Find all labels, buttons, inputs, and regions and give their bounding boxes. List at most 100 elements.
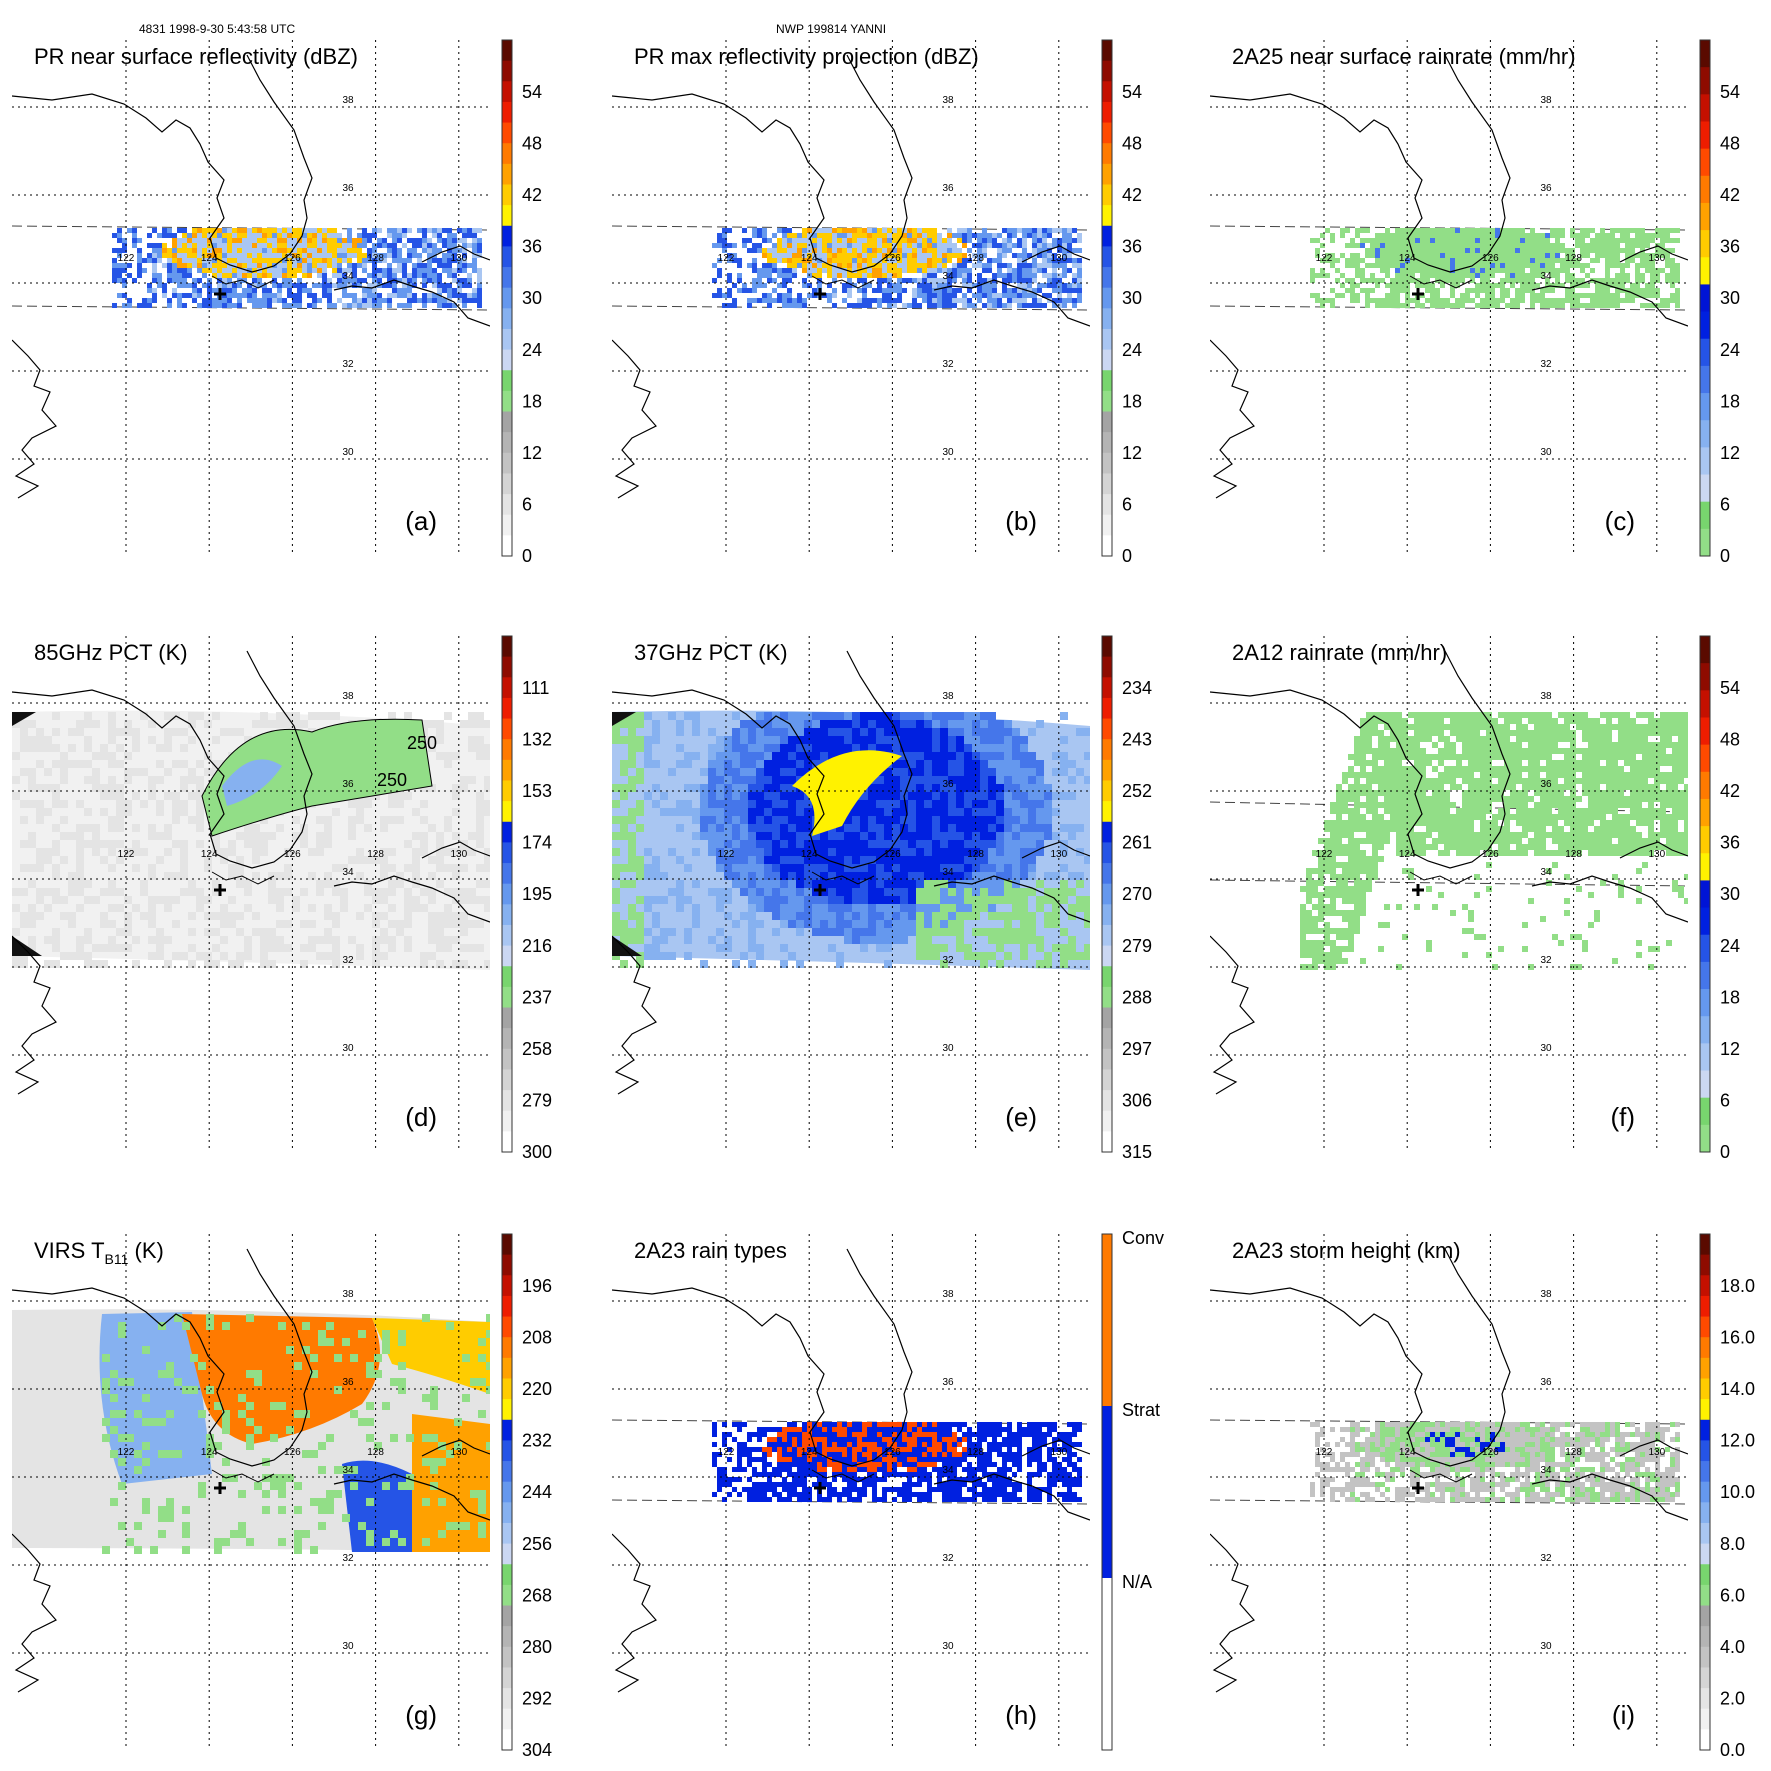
data-cell bbox=[1060, 888, 1068, 896]
data-cell bbox=[1480, 273, 1485, 278]
data-cell bbox=[472, 268, 477, 273]
data-cell bbox=[868, 912, 876, 920]
data-cell bbox=[777, 253, 782, 258]
data-cell bbox=[1495, 283, 1500, 288]
data-cell bbox=[844, 848, 852, 856]
data-cell bbox=[157, 283, 162, 288]
data-cell bbox=[1022, 303, 1027, 308]
data-cell bbox=[952, 263, 957, 268]
data-cell bbox=[1620, 233, 1625, 238]
data-cell bbox=[442, 303, 447, 308]
data-cell bbox=[1028, 824, 1036, 832]
data-cell bbox=[76, 728, 84, 736]
data-cell bbox=[1495, 258, 1500, 263]
data-cell bbox=[1375, 263, 1380, 268]
data-cell bbox=[157, 248, 162, 253]
panel-label: (a) bbox=[405, 506, 437, 536]
data-cell bbox=[980, 776, 988, 784]
data-cell bbox=[796, 888, 804, 896]
data-cell bbox=[252, 872, 260, 880]
data-cell bbox=[956, 744, 964, 752]
data-cell bbox=[60, 832, 68, 840]
data-cell bbox=[716, 776, 724, 784]
data-cell bbox=[988, 784, 996, 792]
data-cell bbox=[1520, 288, 1525, 293]
data-cell bbox=[947, 288, 952, 293]
data-cell bbox=[876, 920, 884, 928]
data-cell bbox=[1028, 888, 1036, 896]
data-cell bbox=[457, 298, 462, 303]
data-cell bbox=[1480, 258, 1485, 263]
data-cell bbox=[147, 298, 152, 303]
data-cell bbox=[347, 283, 352, 288]
data-cell bbox=[180, 800, 188, 808]
data-cell bbox=[1360, 288, 1365, 293]
lon-label: 124 bbox=[201, 849, 218, 860]
data-cell bbox=[1440, 268, 1445, 273]
data-cell bbox=[1370, 248, 1375, 253]
data-cell bbox=[940, 808, 948, 816]
colorbar-segment bbox=[502, 349, 512, 371]
data-cell bbox=[447, 228, 452, 233]
data-cell bbox=[1465, 258, 1470, 263]
data-cell bbox=[1052, 258, 1057, 263]
data-cell bbox=[924, 824, 932, 832]
data-cell bbox=[197, 278, 202, 283]
data-cell bbox=[962, 268, 967, 273]
data-cell bbox=[402, 228, 407, 233]
data-cell bbox=[484, 880, 490, 888]
data-cell bbox=[457, 258, 462, 263]
data-cell bbox=[1027, 253, 1032, 258]
data-cell bbox=[127, 263, 132, 268]
data-cell bbox=[742, 228, 747, 233]
data-cell bbox=[1465, 288, 1470, 293]
data-cell bbox=[988, 912, 996, 920]
data-cell bbox=[142, 303, 147, 308]
data-cell bbox=[1350, 293, 1355, 298]
data-cell bbox=[148, 904, 156, 912]
data-cell bbox=[217, 233, 222, 238]
data-cell bbox=[1395, 248, 1400, 253]
colorbar-segment bbox=[502, 1110, 512, 1132]
data-cell bbox=[272, 258, 277, 263]
data-cell bbox=[148, 920, 156, 928]
data-cell bbox=[177, 303, 182, 308]
data-cell bbox=[387, 228, 392, 233]
data-cell bbox=[217, 298, 222, 303]
data-cell bbox=[177, 258, 182, 263]
data-cell bbox=[1485, 303, 1490, 308]
data-cell bbox=[1355, 263, 1360, 268]
data-cell bbox=[1020, 848, 1028, 856]
data-cell bbox=[412, 896, 420, 904]
data-cell bbox=[202, 283, 207, 288]
data-cell bbox=[1325, 298, 1330, 303]
data-cell bbox=[716, 808, 724, 816]
data-cell bbox=[1022, 248, 1027, 253]
data-cell bbox=[844, 912, 852, 920]
data-cell bbox=[372, 912, 380, 920]
data-cell bbox=[1057, 303, 1062, 308]
data-cell bbox=[1495, 298, 1500, 303]
data-cell bbox=[164, 960, 172, 968]
data-cell bbox=[996, 872, 1004, 880]
data-cell bbox=[748, 808, 756, 816]
data-cell bbox=[108, 736, 116, 744]
data-cell bbox=[780, 864, 788, 872]
data-cell bbox=[1012, 824, 1020, 832]
data-cell bbox=[236, 912, 244, 920]
data-cell bbox=[828, 872, 836, 880]
data-cell bbox=[472, 293, 477, 298]
data-cell bbox=[908, 904, 916, 912]
data-cell bbox=[908, 880, 916, 888]
data-cell bbox=[916, 848, 924, 856]
data-cell bbox=[842, 248, 847, 253]
data-cell bbox=[1530, 273, 1535, 278]
data-cell bbox=[377, 268, 382, 273]
data-cell bbox=[772, 824, 780, 832]
data-cell bbox=[956, 768, 964, 776]
data-cell bbox=[127, 273, 132, 278]
data-cell bbox=[292, 233, 297, 238]
data-cell bbox=[756, 848, 764, 856]
data-cell bbox=[1640, 288, 1645, 293]
